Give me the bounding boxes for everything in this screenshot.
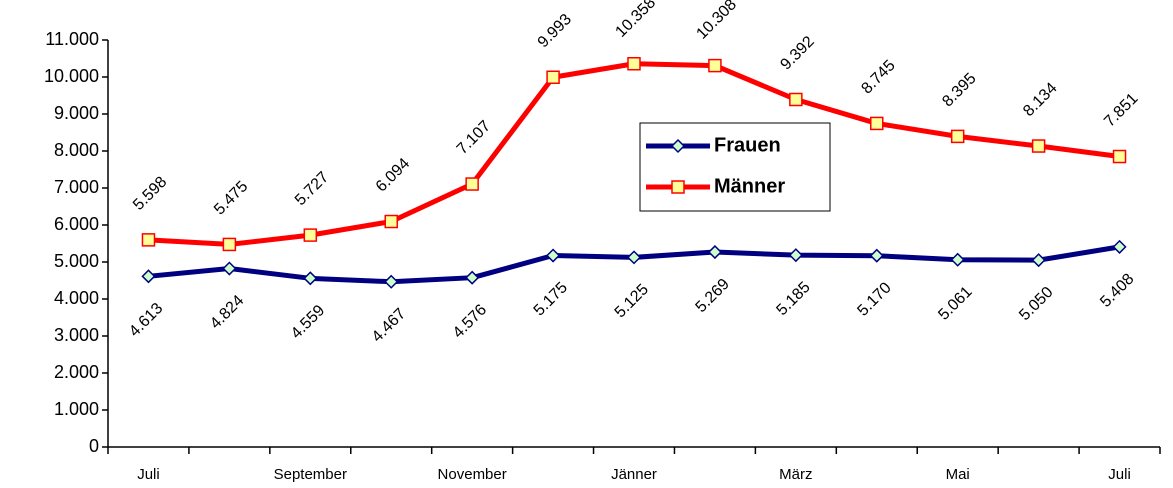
value-label: 5.269 xyxy=(693,276,733,316)
value-label: 9.993 xyxy=(535,11,575,51)
y-tick-label: 8.000 xyxy=(54,140,99,160)
x-tick-label: März xyxy=(779,466,812,483)
marker xyxy=(788,248,803,263)
value-label: 5.125 xyxy=(612,281,652,321)
x-tick-label: Juli xyxy=(137,466,160,483)
marker xyxy=(303,228,318,242)
y-tick-label: 3.000 xyxy=(54,325,99,345)
value-label: 4.467 xyxy=(369,305,409,345)
value-label: 6.094 xyxy=(373,155,413,195)
marker xyxy=(303,271,318,286)
value-label: 5.475 xyxy=(211,178,251,218)
x-tick-label: Mai xyxy=(946,466,970,483)
series: 5.598 5.475 5.727 6.094 7.107 9.993 10.358 10.3… xyxy=(130,0,1142,252)
y-tick-label: 10.000 xyxy=(44,66,99,86)
value-label: 8.134 xyxy=(1020,80,1060,120)
value-label: 5.175 xyxy=(531,279,571,319)
y-tick-label: 0 xyxy=(89,436,99,456)
marker xyxy=(708,58,722,73)
value-label: 4.824 xyxy=(207,292,247,332)
legend-marker xyxy=(670,138,686,154)
marker xyxy=(1112,149,1127,164)
value-label: 8.395 xyxy=(939,70,979,110)
marker xyxy=(546,248,561,263)
value-label: 5.727 xyxy=(292,169,332,209)
marker xyxy=(465,270,480,285)
legend: Frauen Männer xyxy=(639,122,831,212)
x-tick-label: November xyxy=(438,466,507,483)
x-tick-label: Juli xyxy=(1108,466,1131,483)
marker xyxy=(141,233,156,247)
y-tick-label: 11.000 xyxy=(45,29,99,49)
marker xyxy=(141,269,156,284)
value-label: 5.061 xyxy=(935,283,975,323)
marker xyxy=(465,177,479,191)
marker xyxy=(222,261,237,276)
y-tick-label: 5.000 xyxy=(54,251,99,271)
marker xyxy=(950,252,965,267)
legend-label: Frauen xyxy=(714,134,781,156)
marker xyxy=(950,129,965,144)
marker xyxy=(627,57,641,71)
marker xyxy=(384,214,398,229)
y-tick-label: 4.000 xyxy=(54,288,99,308)
marker xyxy=(869,248,884,263)
marker xyxy=(1031,253,1046,268)
value-label: 5.185 xyxy=(773,279,813,319)
value-label: 7.107 xyxy=(454,118,494,158)
y-tick-label: 6.000 xyxy=(54,214,99,234)
legend-box xyxy=(639,122,831,212)
y-tick-label: 9.000 xyxy=(54,103,99,123)
marker xyxy=(1112,239,1127,254)
value-label: 4.613 xyxy=(126,300,166,340)
marker xyxy=(384,274,399,289)
value-label: 5.050 xyxy=(1016,284,1056,324)
legend-label: Männer xyxy=(714,175,785,197)
value-label: 7.851 xyxy=(1101,90,1141,130)
marker xyxy=(222,237,237,252)
value-label: 5.598 xyxy=(130,173,170,213)
value-label: 8.745 xyxy=(858,57,898,97)
marker xyxy=(707,244,722,260)
marker xyxy=(546,70,560,85)
x-tick-label: September xyxy=(274,466,347,483)
y-tick-label: 7.000 xyxy=(54,177,99,197)
legend-marker xyxy=(671,180,685,194)
marker xyxy=(789,92,803,107)
line xyxy=(148,61,1120,247)
y-tick-label: 2.000 xyxy=(54,362,99,382)
value-label: 5.170 xyxy=(854,279,894,319)
value-label: 4.559 xyxy=(288,302,328,342)
value-label: 10.308 xyxy=(693,0,740,43)
marker xyxy=(1031,139,1046,153)
series: 4.613 4.824 4.559 4.467 4.576 5.175 5.125 5.269… xyxy=(126,239,1138,346)
x-tick-label: Jänner xyxy=(611,466,657,483)
value-label: 10.358 xyxy=(612,0,659,41)
y-tick-label: 1.000 xyxy=(54,399,99,419)
marker xyxy=(626,250,642,265)
value-label: 4.576 xyxy=(450,301,490,341)
value-label: 5.408 xyxy=(1097,270,1137,310)
marker xyxy=(870,116,884,131)
value-label: 9.392 xyxy=(777,33,817,73)
